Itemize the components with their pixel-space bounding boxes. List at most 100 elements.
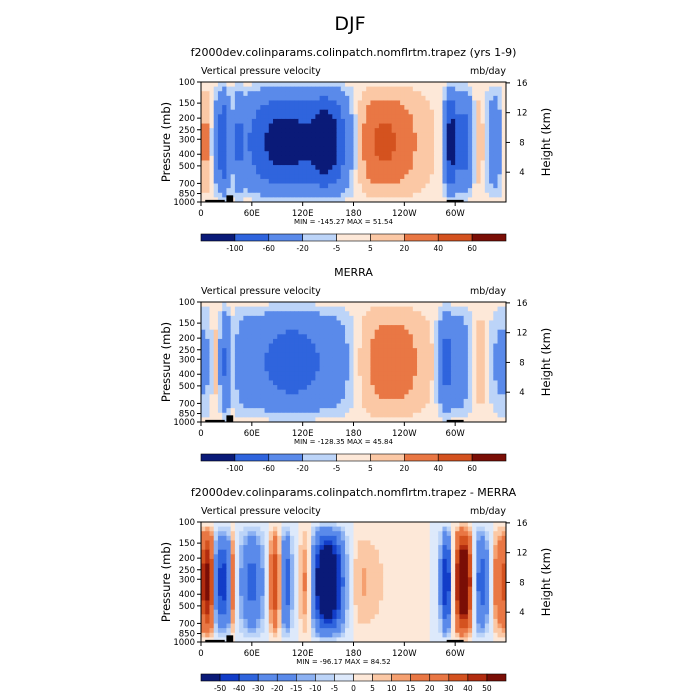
field-cell: [319, 563, 325, 569]
field-cell: [311, 591, 316, 597]
field-cell: [395, 132, 401, 138]
field-cell: [357, 540, 363, 546]
field-cell: [289, 123, 295, 129]
field-cell: [497, 371, 503, 377]
field-cell: [383, 311, 388, 317]
field-cell: [277, 137, 282, 143]
field-cell: [438, 362, 443, 368]
field-cell: [306, 568, 312, 574]
field-cell: [395, 545, 401, 551]
field-cell: [353, 540, 359, 546]
field-cell: [268, 128, 274, 134]
field-cell: [425, 577, 431, 583]
field-cell: [319, 95, 325, 101]
field-cell: [357, 389, 363, 395]
field-cell: [209, 325, 215, 331]
field-cell: [239, 352, 244, 358]
field-cell: [370, 540, 376, 546]
colorbar-label: -60: [263, 464, 275, 473]
field-cell: [213, 343, 219, 349]
field-cell: [480, 142, 486, 148]
field-cell: [425, 174, 431, 180]
field-cell: [501, 371, 507, 377]
field-cell: [298, 357, 304, 363]
field-cell: [378, 385, 384, 391]
field-cell: [306, 315, 312, 321]
field-cell: [247, 109, 253, 115]
field-cell: [404, 408, 409, 414]
field-cell: [311, 118, 316, 124]
field-cell: [306, 366, 312, 372]
units-label: mb/day: [470, 506, 506, 517]
field-cell: [217, 91, 223, 97]
field-cell: [446, 188, 452, 194]
field-cell: [374, 192, 380, 198]
field-cell: [480, 325, 486, 331]
field-cell: [213, 408, 219, 414]
field-cell: [442, 343, 448, 349]
field-cell: [256, 403, 261, 409]
field-cell: [493, 118, 498, 124]
field-cell: [383, 165, 388, 171]
field-cell: [378, 375, 384, 381]
field-cell: [345, 197, 350, 203]
field-cell: [442, 109, 448, 115]
field-cell: [374, 357, 380, 363]
field-cell: [285, 123, 291, 129]
y-tick-label: 400: [179, 370, 195, 380]
field-cell: [323, 109, 329, 115]
field-cell: [285, 109, 291, 115]
field-cell: [264, 582, 270, 588]
field-cell: [213, 371, 219, 377]
field-cell: [281, 563, 287, 569]
field-cell: [340, 192, 346, 198]
field-cell: [268, 403, 274, 409]
field-cell: [438, 380, 443, 386]
field-cell: [349, 394, 354, 400]
field-cell: [201, 398, 206, 404]
field-cell: [383, 577, 388, 583]
field-cell: [455, 348, 460, 354]
field-cell: [302, 86, 308, 92]
field-cell: [217, 174, 223, 180]
field-cell: [357, 325, 363, 331]
field-cell: [289, 142, 295, 148]
field-cell: [408, 362, 414, 368]
field-cell: [467, 540, 473, 546]
field-cell: [489, 531, 494, 537]
field-cell: [361, 554, 367, 560]
field-cell: [455, 137, 460, 143]
field-cell: [217, 535, 223, 541]
field-cell: [395, 118, 401, 124]
field-cell: [332, 549, 337, 555]
field-cell: [493, 188, 498, 194]
field-cell: [442, 348, 448, 354]
field-cell: [205, 577, 210, 583]
field-cell: [230, 394, 236, 400]
field-cell: [446, 403, 452, 409]
field-cell: [345, 174, 350, 180]
field-cell: [209, 540, 215, 546]
field-cell: [412, 100, 418, 106]
field-cell: [450, 558, 456, 564]
field-cell: [328, 100, 333, 106]
field-cell: [378, 188, 384, 194]
field-cell: [273, 531, 278, 537]
field-cell: [277, 155, 282, 161]
field-cell: [463, 531, 469, 537]
field-cell: [230, 160, 236, 166]
field-cell: [201, 412, 206, 418]
field-cell: [209, 577, 215, 583]
y2-tick-label: 12: [517, 109, 528, 119]
field-cell: [289, 86, 295, 92]
field-cell: [463, 311, 469, 317]
field-cell: [459, 412, 465, 418]
field-cell: [319, 320, 325, 326]
field-cell: [239, 118, 244, 124]
field-cell: [277, 535, 282, 541]
field-cell: [264, 362, 270, 368]
field-cell: [476, 325, 481, 331]
field-cell: [480, 123, 486, 129]
field-cell: [353, 155, 359, 161]
field-cell: [489, 572, 494, 578]
